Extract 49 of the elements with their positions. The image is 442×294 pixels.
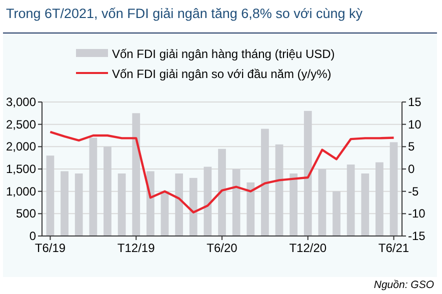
bar: [246, 182, 255, 236]
bar: [74, 173, 83, 236]
bar: [160, 191, 169, 236]
line-series: [49, 130, 395, 214]
y-tick-label: 2,000: [6, 140, 36, 154]
bar: [132, 113, 140, 236]
bar: [175, 173, 183, 236]
bar: [104, 146, 112, 236]
y2-tick-label: -5: [408, 184, 419, 198]
bar: [376, 162, 384, 236]
bar: [390, 142, 398, 236]
y-tick-label: 3,000: [6, 95, 36, 109]
bar: [118, 173, 126, 236]
bar: [318, 169, 326, 236]
y2-tick-label: -10: [408, 206, 426, 221]
legend-label: Vốn FDI giải ngân so với đầu năm (y/y%): [112, 67, 332, 81]
bar: [89, 138, 98, 236]
bar: [332, 191, 340, 236]
bar: [146, 171, 154, 236]
x-tick-label: T12/20: [289, 241, 327, 255]
y-tick-label: 2,500: [6, 117, 36, 132]
bar: [361, 173, 370, 236]
x-tick-label: T6/21: [378, 241, 410, 255]
text: Nguồn: GSO: [374, 279, 434, 291]
bar: [189, 178, 198, 236]
y-tick-label: 500: [16, 206, 36, 221]
x-tick-label: T12/19: [117, 241, 156, 255]
bar: [346, 164, 355, 236]
y2-tick-label: 15: [408, 95, 422, 109]
x-tick-label: T6/20: [206, 241, 238, 255]
x-tick-label: T6/19: [34, 241, 66, 255]
y2-tick-label: 5: [408, 140, 415, 154]
y2-tick-label: 0: [408, 162, 415, 176]
bar: [275, 144, 284, 236]
y-tick-label: 1,500: [6, 162, 36, 176]
bar: [218, 148, 226, 236]
bar: [290, 173, 298, 236]
bar: [204, 166, 212, 236]
bar: [60, 171, 68, 236]
bar: [304, 110, 312, 236]
y2-tick-label: -15: [408, 229, 426, 243]
bar: [46, 156, 54, 236]
y2-tick-label: 10: [408, 117, 422, 132]
bar: [261, 128, 269, 236]
chart-title: Trong 6T/2021, vốn FDI giải ngân tăng 6,8% so với cùng kỳ: [6, 6, 363, 21]
y-tick-label: 1,000: [6, 184, 36, 198]
bar: [232, 169, 240, 236]
y-tick-label: 0: [29, 229, 36, 243]
legend-label: Vốn FDI giải ngân hàng tháng (triệu USD): [112, 47, 335, 61]
